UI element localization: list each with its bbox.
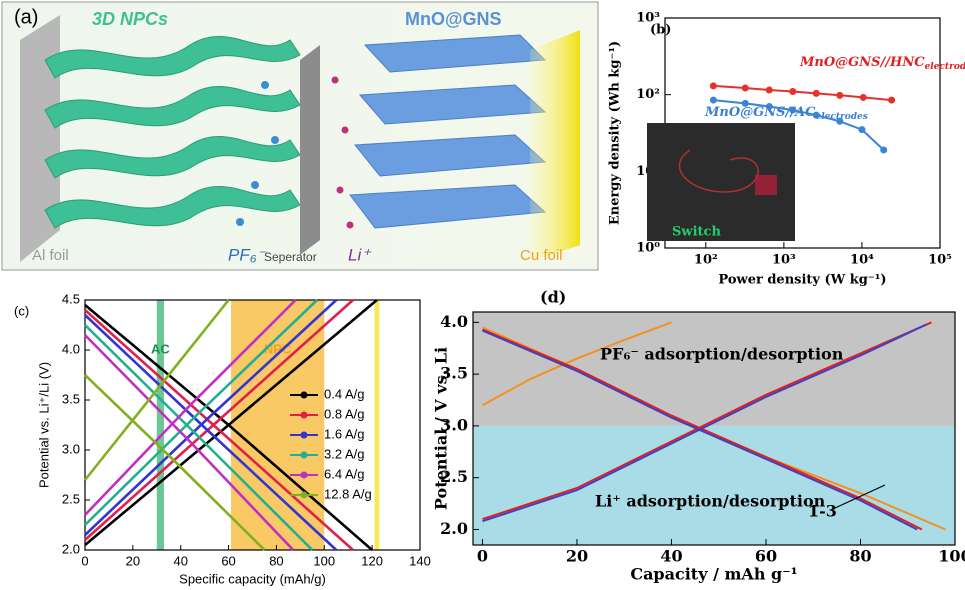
legend-label: 6.4 A/g <box>324 466 364 481</box>
legend-label: 12.8 A/g <box>324 486 372 501</box>
chart-panel: 0204060801002.02.53.03.54.0(d)Capacity /… <box>432 288 965 584</box>
figure: (a) 3D NPCs MnO@GNS Al foil PF₆⁻ Seperat… <box>0 0 965 590</box>
x-tick-label: 120 <box>361 553 383 568</box>
y-tick-label: 10⁰ <box>636 241 660 256</box>
y-axis-label: Energy density (Wh kg⁻¹) <box>608 41 623 225</box>
legend-marker <box>301 392 308 399</box>
cation-label: Li⁺ <box>348 245 372 264</box>
al-foil-label: Al foil <box>32 247 69 264</box>
series-name-main: MnO@GNS//AC <box>704 105 816 120</box>
legend-marker <box>301 432 308 439</box>
x-tick-label: 100 <box>313 553 335 568</box>
y-axis-label: Potential / V vs. Li <box>432 347 451 510</box>
series-name-sub: electrodes <box>815 112 867 122</box>
x-tick-label: 80 <box>269 553 283 568</box>
region <box>473 312 955 426</box>
x-tick-label: 60 <box>221 553 235 568</box>
y-tick-label: 4.0 <box>440 312 468 331</box>
legend-label: 1.6 A/g <box>324 426 364 441</box>
illustration: (a) 3D NPCs MnO@GNS Al foil PF₆⁻ Seperat… <box>2 2 598 270</box>
separator <box>300 45 320 255</box>
point <box>858 126 865 133</box>
y-axis-label: Potential vs. Li⁺/Li (V) <box>36 362 51 488</box>
inset-label: Switch <box>672 225 721 240</box>
x-tick-label: 20 <box>126 553 140 568</box>
x-axis-label: Specific capacity (mAh/g) <box>179 571 326 586</box>
x-tick-label: 10² <box>694 253 718 268</box>
point <box>888 97 895 104</box>
x-tick-label: 10³ <box>772 253 796 268</box>
x-axis-label: Power density (W kg⁻¹) <box>718 273 886 288</box>
y-tick-label: 10² <box>636 87 660 102</box>
separator-label: Seperator <box>264 250 317 264</box>
y-tick-label: 2.0 <box>62 541 80 556</box>
legend-marker <box>301 452 308 459</box>
legend-marker <box>301 412 308 419</box>
panel-label: (c) <box>14 303 29 318</box>
y-tick-label: 2.0 <box>440 519 468 538</box>
band <box>157 300 164 550</box>
annotation: PF₆⁻ adsorption/desorption <box>600 345 844 364</box>
panel-label: (b) <box>650 23 671 38</box>
x-tick-label: 40 <box>660 547 682 566</box>
point <box>880 146 887 153</box>
x-tick-label: 10⁴ <box>850 253 874 268</box>
x-tick-label: 0 <box>81 553 88 568</box>
x-tick-label: 40 <box>173 553 187 568</box>
point <box>710 97 717 104</box>
annotation: 1-3 <box>808 502 837 521</box>
x-tick-label: 100 <box>938 547 965 566</box>
band <box>375 300 380 550</box>
x-axis-label: Capacity / mAh g⁻¹ <box>630 565 797 584</box>
annotation: Li⁺ adsorption/desorption <box>595 492 826 511</box>
panel-label: (a) <box>14 6 38 28</box>
point <box>860 94 867 101</box>
series-name-main: MnO@GNS//HNC <box>799 55 925 70</box>
x-tick-label: 80 <box>849 547 871 566</box>
y-tick-label: 3.0 <box>62 441 80 456</box>
legend-marker <box>301 472 308 479</box>
series-name-sub: electrodes <box>925 62 965 72</box>
point <box>789 88 796 95</box>
x-tick-label: 140 <box>409 553 431 568</box>
legend-label: 3.2 A/g <box>324 446 364 461</box>
y-tick-label: 4.5 <box>62 291 80 306</box>
y-tick-label: 2.5 <box>62 491 80 506</box>
point <box>766 87 773 94</box>
y-tick-label: 4.0 <box>62 341 80 356</box>
point <box>710 82 717 89</box>
point <box>836 92 843 99</box>
series-name: MnO@GNS//ACelectrodes <box>704 105 868 122</box>
panel-label: (d) <box>540 288 566 307</box>
point <box>813 90 820 97</box>
x-tick-label: 0 <box>477 547 488 566</box>
chart-panel: 10²10³10⁴10⁵10⁰10¹10²10³(b)Power density… <box>608 11 965 288</box>
left-title: 3D NPCs <box>92 9 168 29</box>
inset-led <box>755 175 777 195</box>
y-tick-label: 3.5 <box>62 391 80 406</box>
right-title: MnO@GNS <box>405 9 502 29</box>
anion-label: PF₆⁻ <box>228 245 268 264</box>
band-label: AC <box>151 341 170 356</box>
legend-label: 0.8 A/g <box>324 406 364 421</box>
legend-label: 0.4 A/g <box>324 386 364 401</box>
cu-foil <box>530 30 580 262</box>
point <box>742 85 749 92</box>
x-tick-label: 20 <box>566 547 588 566</box>
x-tick-label: 10⁵ <box>928 253 952 268</box>
legend-marker <box>301 492 308 499</box>
x-tick-label: 60 <box>755 547 777 566</box>
cu-foil-label: Cu foil <box>520 247 563 264</box>
